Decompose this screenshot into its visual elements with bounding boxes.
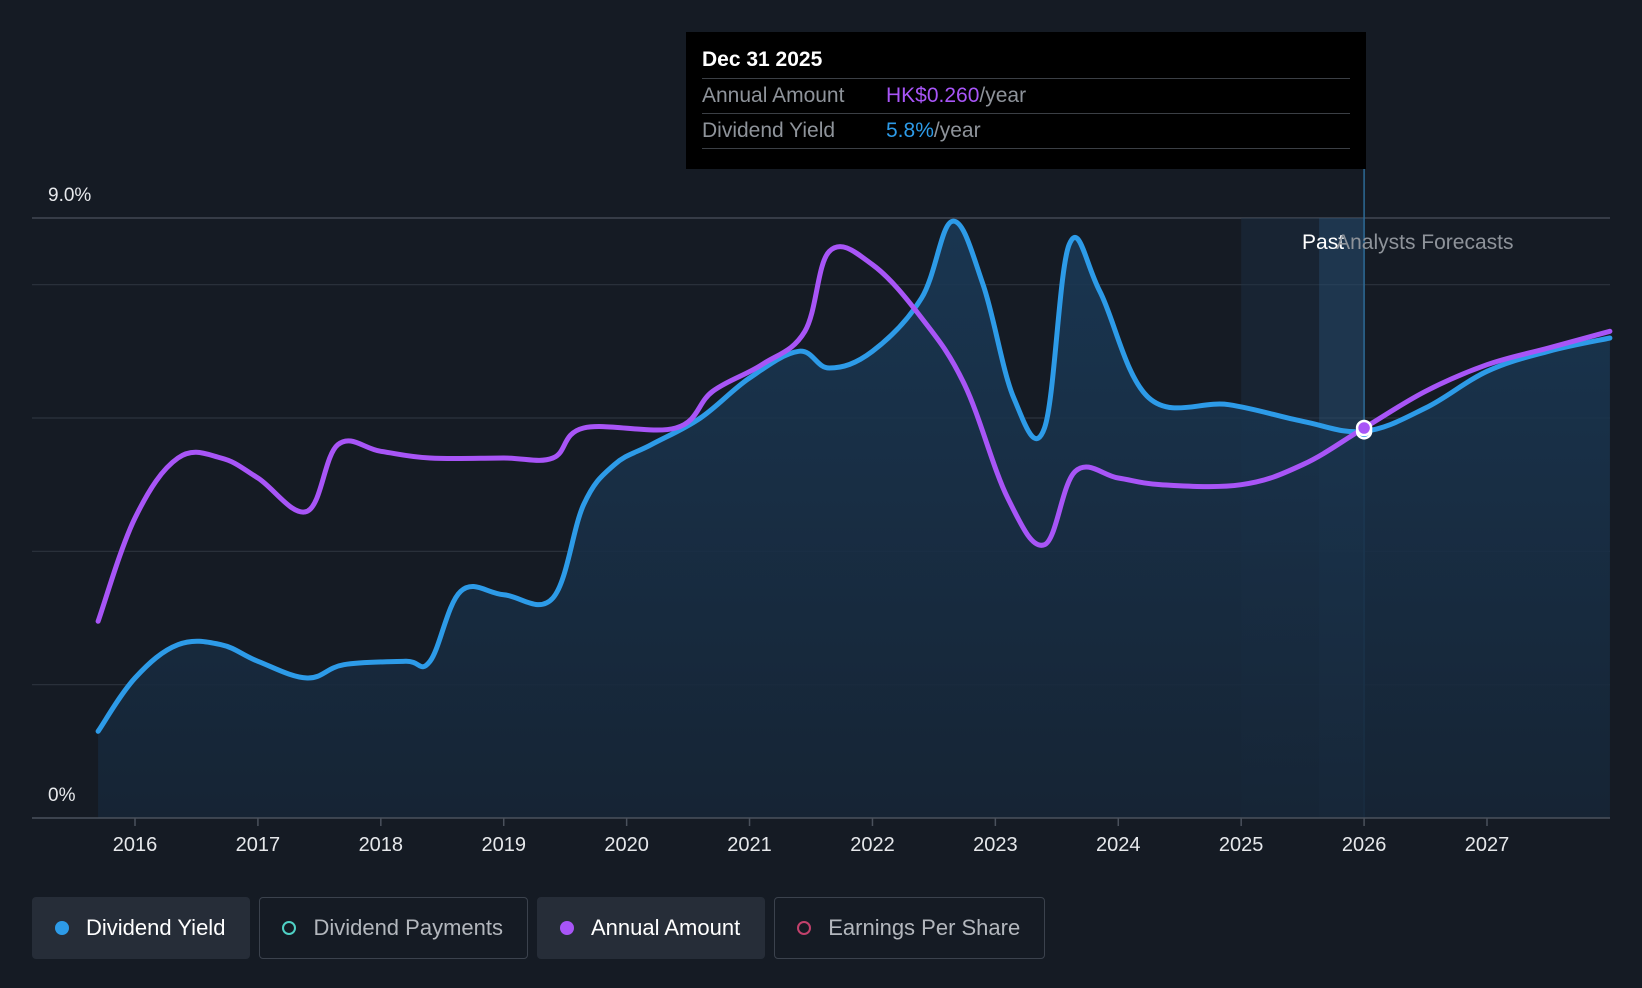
dividend-yield-area <box>98 221 1610 818</box>
legend-earnings-per-share[interactable]: Earnings Per Share <box>774 897 1046 959</box>
x-tick-label: 2026 <box>1342 834 1387 856</box>
y-axis-min-label: 0% <box>48 785 76 806</box>
tooltip-row-annual-amount: Annual Amount HK$0.260/year <box>702 78 1350 113</box>
x-tick-label: 2027 <box>1465 834 1510 856</box>
x-tick-label: 2020 <box>604 834 649 856</box>
tooltip-value-annual-amount: HK$0.260 <box>886 84 980 107</box>
tooltip-row-dividend-yield: Dividend Yield 5.8%/year <box>702 113 1350 149</box>
annual-amount-line <box>95 244 1613 624</box>
legend-label-dividend-yield: Dividend Yield <box>86 915 226 940</box>
tooltip-date: Dec 31 2025 <box>702 48 823 71</box>
dividend-yield-line <box>95 218 1613 734</box>
tooltip-unit-annual-amount: /year <box>979 84 1027 107</box>
legend-label-dividend-payments: Dividend Payments <box>313 915 503 940</box>
x-tick-label: 2024 <box>1096 834 1141 856</box>
tooltip-value-dividend-yield: 5.8% <box>886 119 934 142</box>
x-tick-label: 2017 <box>236 834 281 856</box>
x-tick-label: 2025 <box>1219 834 1264 856</box>
legend-label-earnings-per-share: Earnings Per Share <box>828 915 1021 940</box>
tooltip-label-dividend-yield: Dividend Yield <box>702 119 836 142</box>
x-tick-label: 2021 <box>727 834 772 856</box>
chart-legend: Dividend Yield Dividend Payments Annual … <box>32 897 1046 959</box>
legend-dot-earnings-per-share <box>797 921 812 935</box>
legend-dot-annual-amount <box>559 921 574 935</box>
legend-annual-amount[interactable]: Annual Amount <box>536 897 766 959</box>
x-tick-label: 2016 <box>113 834 158 856</box>
legend-label-annual-amount: Annual Amount <box>590 915 741 940</box>
x-tick-label: 2018 <box>359 834 404 856</box>
legend-dividend-yield[interactable]: Dividend Yield <box>32 897 251 959</box>
annual-amount-marker <box>1355 419 1373 437</box>
chart-tooltip: Dec 31 2025 Annual Amount HK$0.260/year … <box>686 32 1366 169</box>
x-tick-label: 2023 <box>973 834 1018 856</box>
forecast-label: Analysts Forecasts <box>1336 231 1513 254</box>
tooltip-label-annual-amount: Annual Amount <box>702 84 845 107</box>
legend-dot-dividend-payments <box>282 921 297 935</box>
x-tick-label: 2022 <box>850 834 895 856</box>
past-label: Past <box>1302 231 1344 254</box>
legend-dot-dividend-yield <box>55 921 69 935</box>
tooltip-unit-dividend-yield: /year <box>933 119 981 142</box>
legend-dividend-payments[interactable]: Dividend Payments <box>259 897 528 959</box>
y-axis-max-label: 9.0% <box>48 185 91 206</box>
x-tick-label: 2019 <box>481 834 526 856</box>
